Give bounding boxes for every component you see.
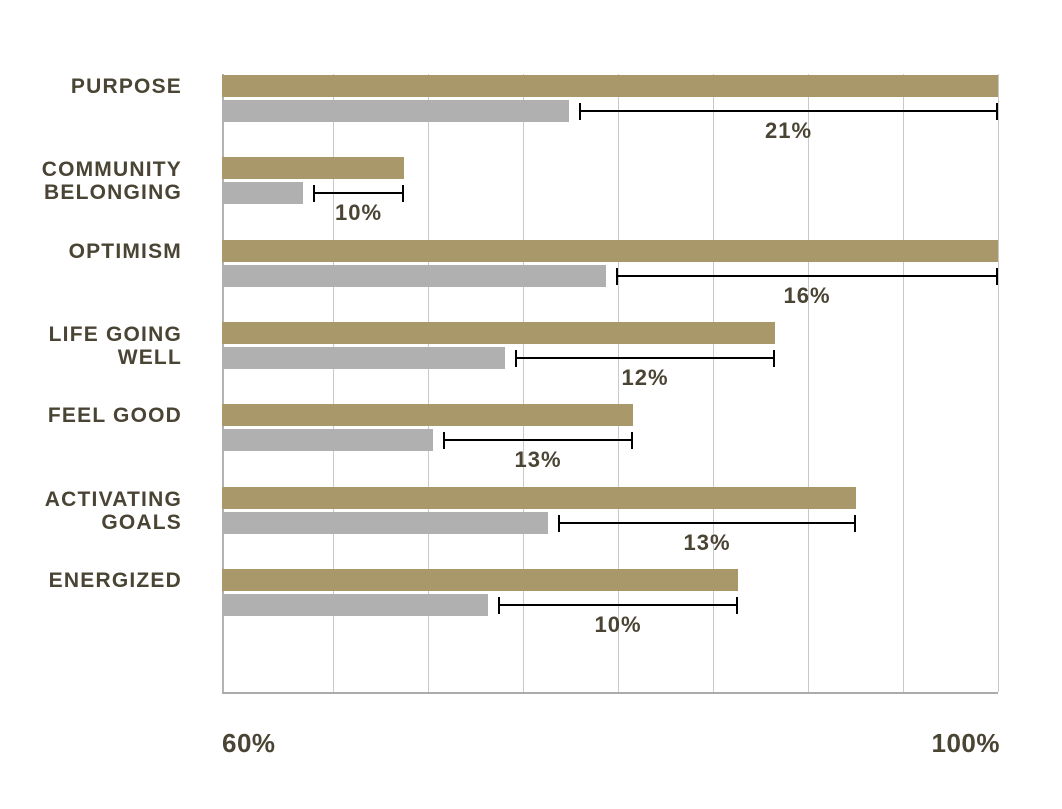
category-label-optimism: OPTIMISM [0, 239, 182, 263]
diff-bracket-tick [773, 349, 775, 367]
diff-bracket-tick [498, 596, 500, 614]
category-label-line: OPTIMISM [68, 239, 182, 263]
gridline [903, 74, 904, 692]
category-label-line: GOALS [101, 510, 182, 534]
category-label-feel-good: FEEL GOOD [0, 403, 182, 427]
category-label-line: PURPOSE [70, 74, 182, 98]
gray-bar [222, 347, 505, 369]
gridline [523, 74, 524, 692]
diff-bracket-tick [854, 514, 856, 532]
gold-bar [222, 487, 856, 509]
x-axis-line [222, 692, 998, 694]
category-label-line: WELL [117, 345, 182, 369]
diff-label: 10% [334, 200, 383, 225]
diff-bracket-line [579, 110, 998, 112]
gold-bar [222, 240, 998, 262]
x-axis-max-label: 100% [931, 728, 1000, 758]
gray-bar [222, 429, 433, 451]
category-label-purpose: PURPOSE [0, 74, 182, 98]
plot-left-edge [222, 74, 224, 692]
gridline [713, 74, 714, 692]
category-label-line: ENERGIZED [48, 568, 182, 592]
diff-bracket-tick [579, 102, 581, 120]
category-label-community-belonging: COMMUNITY BELONGING [0, 157, 182, 204]
diff-bracket-tick [616, 267, 618, 285]
diff-bracket-tick [515, 349, 517, 367]
diff-bracket-tick [996, 102, 998, 120]
category-label-line: COMMUNITY [41, 157, 182, 181]
gold-bar [222, 322, 775, 344]
gold-bar [222, 569, 738, 591]
x-axis-min-label: 60% [222, 728, 276, 758]
gray-bar [222, 182, 303, 204]
gray-bar [222, 100, 569, 122]
gridline [428, 74, 429, 692]
diff-bracket-line [616, 275, 998, 277]
category-label-energized: ENERGIZED [0, 568, 182, 592]
category-label-life-going-well: LIFE GOING WELL [0, 322, 182, 369]
category-label-line: LIFE GOING [48, 322, 182, 346]
diff-bracket-tick [736, 596, 738, 614]
diff-label: 21% [764, 118, 813, 143]
gridline [618, 74, 619, 692]
diff-bracket-line [498, 604, 738, 606]
gridline [998, 74, 999, 692]
category-label-activating-goals: ACTIVATING GOALS [0, 487, 182, 534]
diff-bracket-tick [558, 514, 560, 532]
diff-label: 10% [594, 612, 642, 637]
diff-label: 12% [621, 365, 669, 390]
gridline [808, 74, 809, 692]
gold-bar [222, 157, 404, 179]
gold-bar [222, 404, 633, 426]
diff-bracket-line [313, 192, 404, 194]
gray-bar [222, 594, 488, 616]
gray-bar [222, 265, 606, 287]
category-label-line: ACTIVATING [44, 487, 182, 511]
diff-bracket-tick [443, 431, 445, 449]
diff-label: 13% [514, 447, 562, 472]
gray-bar [222, 512, 548, 534]
diff-bracket-line [558, 522, 856, 524]
category-label-line: BELONGING [44, 180, 182, 204]
gold-bar [222, 75, 998, 97]
diff-bracket-line [515, 357, 775, 359]
diff-bracket-tick [402, 184, 404, 202]
diff-bracket-tick [631, 431, 633, 449]
gridline [333, 74, 334, 692]
category-label-line: FEEL GOOD [47, 403, 182, 427]
diff-label: 16% [783, 283, 831, 308]
diff-bracket-tick [313, 184, 315, 202]
diff-label: 13% [683, 530, 731, 555]
diff-bracket-line [443, 439, 633, 441]
diff-bracket-tick [996, 267, 998, 285]
